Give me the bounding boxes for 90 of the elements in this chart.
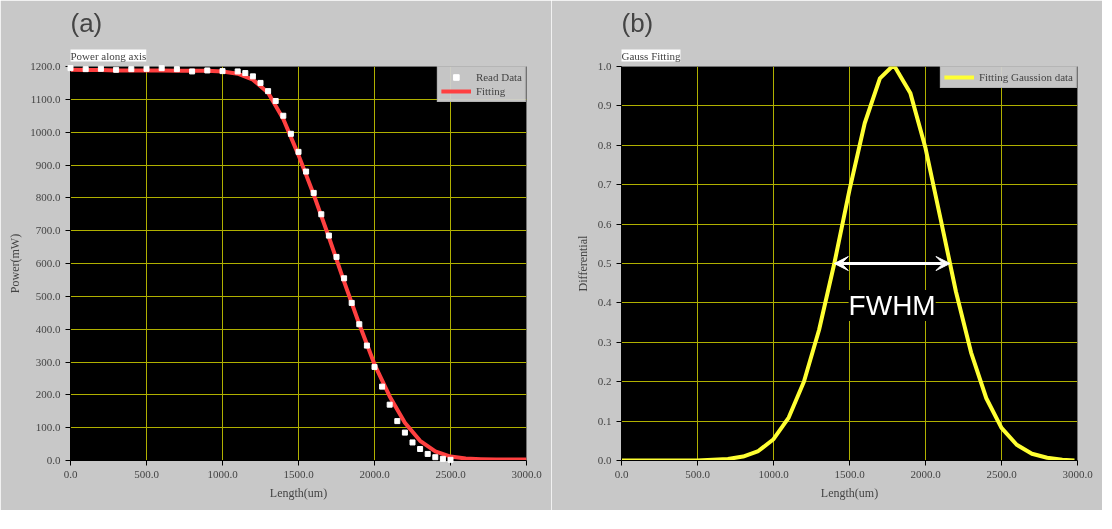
y-tick-label: 1.0 [597,60,612,72]
x-tick-label: 0.0 [63,467,78,480]
y-tick-label: 0.1 [597,414,612,427]
point [432,454,439,461]
x-tick-label: 500.0 [685,467,711,480]
point [219,68,226,75]
x-tick-label: 1500.0 [283,467,315,480]
y-tick-label: 0.0 [46,454,61,466]
y-tick-label: 0.7 [597,178,612,191]
point [325,232,332,239]
point [424,450,431,457]
y-tick-label: 600.0 [35,257,61,269]
y-tick-label: 0.6 [597,217,612,230]
point [318,211,325,218]
x-tick-label: 1000.0 [758,467,790,480]
point [379,383,386,390]
point [394,418,401,425]
y-tick-label: 300.0 [35,355,61,368]
y-tick-label: 900.0 [35,158,61,171]
y-tick-label: 800.0 [35,191,61,204]
point [189,68,196,75]
point [173,66,180,73]
point [401,429,408,436]
y-tick-label: 0.2 [597,375,612,388]
chart-title: Gauss Fitting [621,49,681,62]
y-tick-label: 1100.0 [30,92,61,105]
point [287,130,294,137]
point [143,65,150,72]
point [67,65,74,72]
point [303,168,310,175]
y-tick-label: 100.0 [35,421,61,434]
y-tick-label: 0.8 [597,138,612,151]
x-tick-label: 2500.0 [986,467,1018,480]
x-tick-label: 2000.0 [910,467,942,480]
y-tick-label: 0.4 [597,296,612,309]
point [82,66,89,73]
point [371,363,378,370]
x-tick-label: 1000.0 [207,467,239,480]
y-tick-label: 400.0 [35,322,61,335]
y-tick-label: 0.0 [597,454,612,466]
y-axis-title: Differential [575,234,590,292]
y-tick-label: 700.0 [35,224,61,237]
point [439,455,446,462]
point [386,401,393,408]
y-tick-label: 0.5 [597,257,612,269]
y-tick-label: 500.0 [35,289,61,302]
point [356,321,363,328]
point [333,253,340,260]
point [272,97,279,104]
point [265,88,272,95]
point [158,65,165,72]
point [242,70,249,77]
point [348,299,355,306]
chart-title: Power along axis [70,49,147,62]
point [204,67,211,74]
x-tick-label: 2000.0 [359,467,391,480]
x-tick-label: 3000.0 [511,467,543,480]
point [249,73,256,80]
y-tick-label: 0.3 [597,335,612,348]
point [409,439,416,446]
point [257,79,264,86]
point [363,342,370,349]
legend-label: Fitting Gaussion data [978,70,1073,84]
x-axis-title: Length(um) [820,485,879,500]
point [417,446,424,453]
y-tick-label: 200.0 [35,388,61,401]
text: (b) [621,7,654,38]
text: (a) [70,7,103,38]
point [341,275,348,282]
legend-label: Fitting [475,84,506,98]
point [280,112,287,119]
point [310,189,317,196]
x-tick-label: 2500.0 [435,467,467,480]
point [97,65,104,72]
x-tick-label: 3000.0 [1062,467,1094,480]
x-tick-label: 500.0 [134,467,160,480]
y-tick-label: 1000.0 [30,125,61,138]
point [113,66,120,73]
point [295,148,302,155]
y-tick-label: 0.9 [597,99,612,112]
annotation: FWHM [848,290,936,321]
point [234,68,241,75]
y-axis-title: Power(mW) [8,233,23,294]
x-tick-label: 0.0 [614,467,629,480]
point [447,456,454,463]
x-axis-title: Length(um) [269,485,328,500]
x-tick-label: 1500.0 [834,467,866,480]
y-tick-label: 1200.0 [30,60,61,72]
legend-label: Read Data [475,70,522,84]
point [128,66,135,73]
